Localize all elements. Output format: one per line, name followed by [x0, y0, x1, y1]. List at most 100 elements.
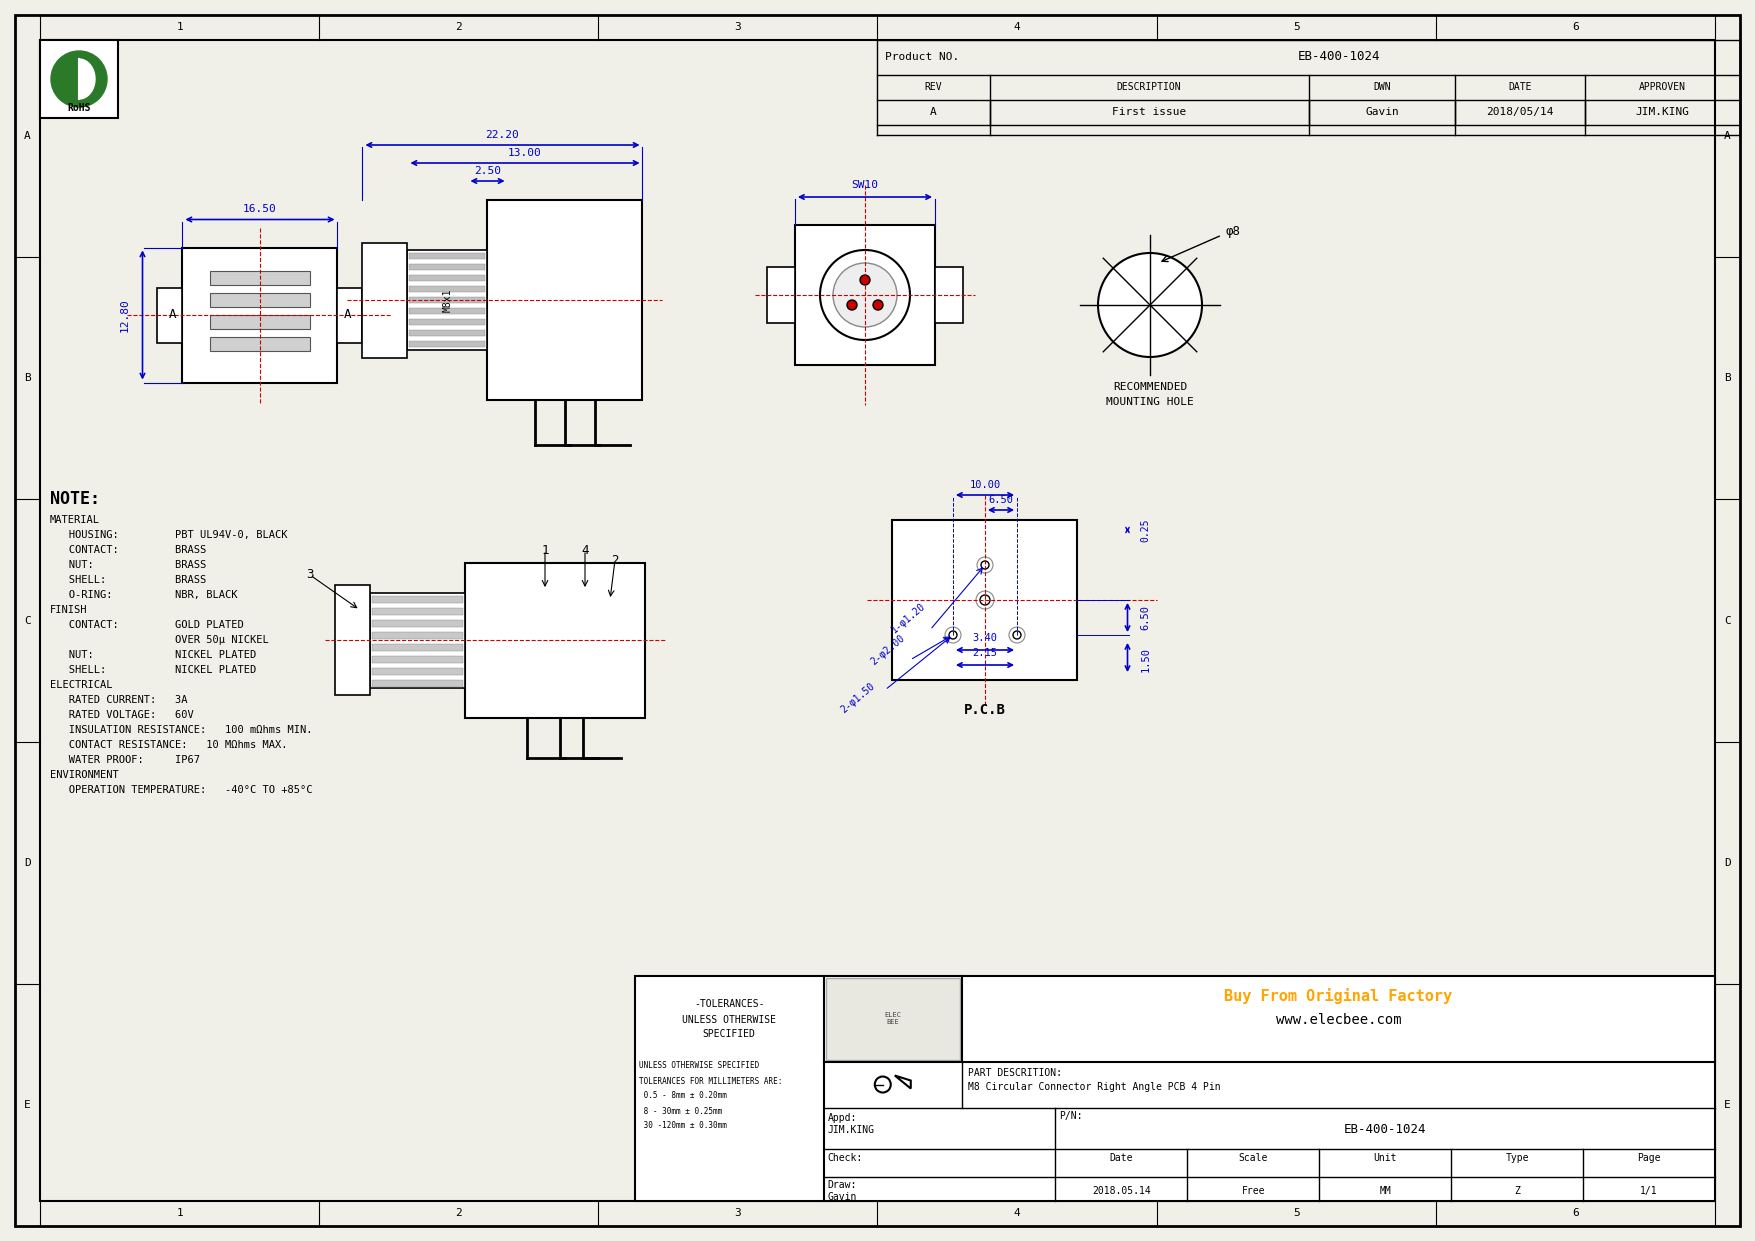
- Text: 1: 1: [176, 1209, 183, 1219]
- Text: PART DESCRITION:: PART DESCRITION:: [967, 1067, 1062, 1077]
- Bar: [409, 276, 486, 280]
- Text: ELEC
BEE: ELEC BEE: [885, 1013, 902, 1025]
- Text: Unit: Unit: [1374, 1153, 1397, 1163]
- Text: Gavin: Gavin: [1365, 107, 1399, 117]
- Text: 5: 5: [1293, 22, 1300, 32]
- Circle shape: [834, 263, 897, 326]
- Circle shape: [1013, 630, 1021, 639]
- Bar: [372, 668, 463, 675]
- Text: B: B: [1723, 374, 1730, 383]
- Text: 2-φ2.00: 2-φ2.00: [869, 633, 907, 668]
- Text: RATED CURRENT:   3A: RATED CURRENT: 3A: [49, 695, 188, 705]
- Bar: [407, 249, 488, 350]
- Text: SHELL:           NICKEL PLATED: SHELL: NICKEL PLATED: [49, 665, 256, 675]
- Text: 12.80: 12.80: [119, 298, 130, 331]
- Text: First issue: First issue: [1113, 107, 1186, 117]
- Text: 2-φ1.50: 2-φ1.50: [839, 681, 878, 715]
- Bar: [211, 293, 311, 307]
- Polygon shape: [79, 60, 95, 99]
- Bar: [795, 225, 935, 365]
- Text: FINISH: FINISH: [49, 606, 88, 616]
- Text: Appd:: Appd:: [828, 1112, 856, 1123]
- Text: MOUNTING HOLE: MOUNTING HOLE: [1106, 397, 1193, 407]
- Text: RoHS: RoHS: [67, 103, 91, 113]
- Text: 2018.05.14: 2018.05.14: [1092, 1186, 1151, 1196]
- Text: OVER 50μ NICKEL: OVER 50μ NICKEL: [49, 635, 269, 645]
- Text: 6.50: 6.50: [1141, 606, 1151, 630]
- Text: 1: 1: [176, 22, 183, 32]
- Bar: [409, 285, 486, 292]
- Text: ENVIRONMENT: ENVIRONMENT: [49, 769, 119, 781]
- Text: OPERATION TEMPERATURE:   -40°C TO +85°C: OPERATION TEMPERATURE: -40°C TO +85°C: [49, 786, 312, 795]
- Text: 2: 2: [611, 553, 620, 566]
- Text: 2: 2: [455, 22, 462, 32]
- Text: 3.40: 3.40: [972, 633, 997, 643]
- Bar: [158, 288, 183, 343]
- Bar: [211, 338, 311, 351]
- Text: TOLERANCES FOR MILLIMETERS ARE:: TOLERANCES FOR MILLIMETERS ARE:: [639, 1076, 783, 1086]
- Bar: [409, 319, 486, 325]
- Bar: [409, 297, 486, 303]
- Text: D: D: [1723, 858, 1730, 867]
- Bar: [372, 632, 463, 639]
- Text: B: B: [25, 374, 32, 383]
- Text: 0.5 - 8mm ± 0.20mm: 0.5 - 8mm ± 0.20mm: [639, 1092, 727, 1101]
- Circle shape: [51, 51, 107, 107]
- Text: 16.50: 16.50: [244, 205, 277, 215]
- Text: A: A: [168, 309, 176, 321]
- Text: Product NO.: Product NO.: [886, 52, 960, 62]
- Text: C: C: [1723, 616, 1730, 625]
- Text: 4: 4: [1014, 1209, 1020, 1219]
- Circle shape: [848, 300, 856, 310]
- Text: ELECTRICAL: ELECTRICAL: [49, 680, 112, 690]
- Text: Page: Page: [1637, 1153, 1660, 1163]
- Text: DWN: DWN: [1372, 82, 1392, 92]
- Circle shape: [860, 276, 870, 285]
- Bar: [409, 330, 486, 336]
- Text: JIM.KING: JIM.KING: [828, 1124, 874, 1134]
- Text: NUT:             BRASS: NUT: BRASS: [49, 560, 207, 570]
- Bar: [409, 264, 486, 271]
- Text: APPROVEN: APPROVEN: [1639, 82, 1687, 92]
- Text: MATERIAL: MATERIAL: [49, 515, 100, 525]
- Text: 8 - 30mm ± 0.25mm: 8 - 30mm ± 0.25mm: [639, 1107, 721, 1116]
- Bar: [465, 562, 646, 717]
- Text: C: C: [25, 616, 32, 625]
- Text: 4: 4: [1014, 22, 1020, 32]
- Text: M8 Circular Connector Right Angle PCB 4 Pin: M8 Circular Connector Right Angle PCB 4 …: [967, 1082, 1220, 1092]
- Text: EB-400-1024: EB-400-1024: [1297, 51, 1379, 63]
- Text: 4: 4: [581, 544, 588, 556]
- Text: 0.25: 0.25: [1141, 519, 1151, 542]
- Text: -TOLERANCES-: -TOLERANCES-: [693, 999, 765, 1009]
- Text: 22.20: 22.20: [486, 130, 519, 140]
- Bar: [767, 267, 795, 323]
- Text: M8x1: M8x1: [442, 288, 453, 311]
- Text: 10.00: 10.00: [969, 480, 1000, 490]
- Text: Buy From Original Factory: Buy From Original Factory: [1225, 988, 1453, 1004]
- Text: CONTACT:         BRASS: CONTACT: BRASS: [49, 545, 207, 555]
- Text: REV: REV: [925, 82, 942, 92]
- Bar: [372, 644, 463, 650]
- Text: 2: 2: [455, 1209, 462, 1219]
- Text: 1.50: 1.50: [1141, 648, 1151, 673]
- Text: Draw:: Draw:: [828, 1180, 856, 1190]
- Text: EB-400-1024: EB-400-1024: [1344, 1123, 1427, 1136]
- Text: SW10: SW10: [851, 180, 879, 190]
- Bar: [335, 585, 370, 695]
- Text: NUT:             NICKEL PLATED: NUT: NICKEL PLATED: [49, 650, 256, 660]
- Bar: [211, 271, 311, 285]
- Text: A: A: [1723, 132, 1730, 141]
- Text: HOUSING:         PBT UL94V-0, BLACK: HOUSING: PBT UL94V-0, BLACK: [49, 530, 288, 540]
- Bar: [409, 253, 486, 259]
- Text: A: A: [25, 132, 32, 141]
- Text: Check:: Check:: [828, 1153, 863, 1163]
- Text: P.C.B: P.C.B: [963, 702, 1006, 717]
- Text: Free: Free: [1241, 1186, 1265, 1196]
- Text: 1: 1: [541, 544, 549, 556]
- Text: D: D: [25, 858, 32, 867]
- Circle shape: [981, 561, 990, 570]
- Text: O-RING:          NBR, BLACK: O-RING: NBR, BLACK: [49, 589, 237, 599]
- Text: 30 -120mm ± 0.30mm: 30 -120mm ± 0.30mm: [639, 1122, 727, 1131]
- Bar: [370, 592, 465, 688]
- Bar: [409, 341, 486, 347]
